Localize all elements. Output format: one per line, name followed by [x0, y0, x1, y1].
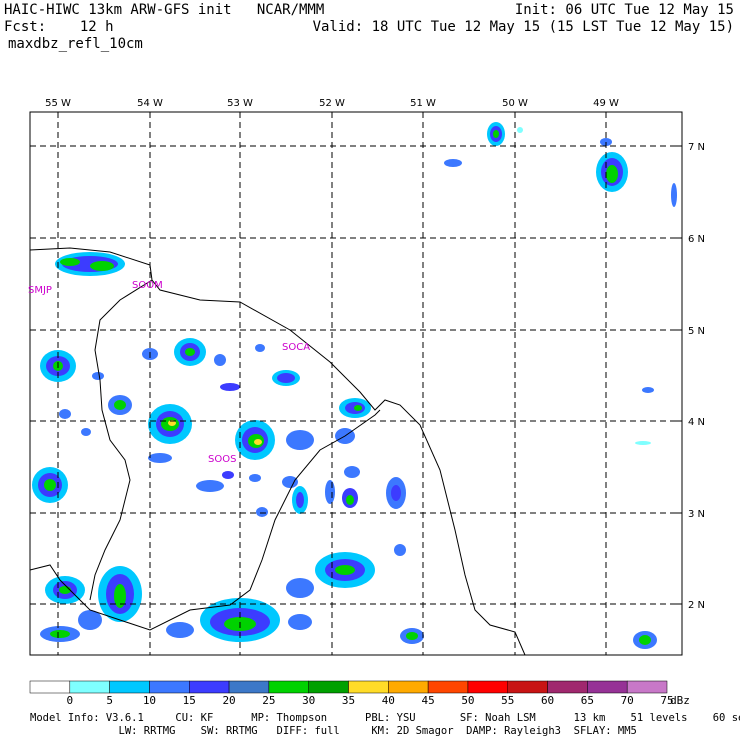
lat-label: 7 N: [688, 142, 705, 153]
colorbar: [29, 680, 668, 694]
colorbar-swatch: [308, 680, 349, 694]
colorbar-swatch: [507, 680, 548, 694]
station-label-smjp: SMJP: [28, 285, 52, 296]
colorbar-swatch: [626, 680, 668, 694]
colorbar-swatch: [427, 680, 469, 694]
colorbar-swatch: [29, 680, 71, 694]
map-frame: [29, 111, 683, 656]
colorbar-swatch: [467, 680, 508, 694]
coastlines: [29, 247, 526, 656]
colorbar-tick-label: 60: [540, 694, 555, 707]
lat-label: 6 N: [688, 234, 705, 245]
colorbar-swatch: [149, 680, 190, 694]
lon-label: 53 W: [227, 98, 253, 109]
valid-time: Valid: 18 UTC Tue 12 May 15 (15 LST Tue …: [312, 19, 734, 35]
tick-marks: [57, 112, 682, 605]
lat-label: 2 N: [688, 600, 705, 611]
lat-label: 4 N: [688, 417, 705, 428]
lon-label: 52 W: [319, 98, 345, 109]
lon-label: 49 W: [593, 98, 619, 109]
colorbar-tick-label: 75: [660, 694, 674, 707]
colorbar-tick-label: 25: [262, 694, 276, 707]
lon-label: 55 W: [45, 98, 71, 109]
model-title: HAIC-HIWC 13km ARW-GFS init NCAR/MMM: [4, 2, 325, 18]
model-physics: LW: RRTMG SW: RRTMG DIFF: full KM: 2D Sm…: [30, 725, 637, 737]
colorbar-tick-label: 50: [461, 694, 475, 707]
lon-label: 54 W: [137, 98, 163, 109]
colorbar-swatch: [348, 680, 389, 694]
colorbar-swatch: [189, 680, 230, 694]
colorbar-tick-label: 65: [580, 694, 594, 707]
lat-label: 5 N: [688, 326, 705, 337]
colorbar-swatch: [268, 680, 309, 694]
model-info: Model Info: V3.6.1 CU: KF MP: Thompson P…: [30, 712, 740, 724]
station-label-soos: SOOS: [208, 454, 236, 465]
colorbar-tick-label: 10: [142, 694, 157, 707]
lat-lon-grid: [30, 112, 682, 655]
colorbar-tick-label: 30: [302, 694, 316, 707]
colorbar-tick-label: 15: [182, 694, 196, 707]
colorbar-tick-label: 70: [620, 694, 634, 707]
colorbar-swatch: [228, 680, 270, 694]
colorbar-swatch: [69, 680, 110, 694]
lat-label: 3 N: [688, 509, 705, 520]
forecast-hour: Fcst: 12 h: [4, 19, 114, 35]
colorbar-swatch: [547, 680, 588, 694]
colorbar-tick-label: 45: [421, 694, 435, 707]
colorbar-tick-label: 40: [381, 694, 395, 707]
colorbar-tick-label: 5: [106, 694, 113, 707]
colorbar-tick-label: 35: [341, 694, 356, 707]
colorbar-unit: dBz: [670, 694, 690, 707]
field-name: maxdbz_refl_10cm: [8, 36, 143, 52]
colorbar-tick-label: 55: [501, 694, 515, 707]
colorbar-tick-label: 20: [222, 694, 236, 707]
lon-label: 51 W: [410, 98, 436, 109]
colorbar-swatch: [388, 680, 429, 694]
station-label-soom: SOOM: [132, 280, 163, 291]
colorbar-swatch: [109, 680, 150, 694]
lon-label: 50 W: [502, 98, 528, 109]
reflectivity-cells: [32, 122, 677, 649]
station-label-soca: SOCA: [282, 342, 310, 353]
colorbar-tick-label: 0: [66, 694, 74, 707]
colorbar-swatch: [587, 680, 628, 694]
init-time: Init: 06 UTC Tue 12 May 15: [514, 2, 734, 18]
